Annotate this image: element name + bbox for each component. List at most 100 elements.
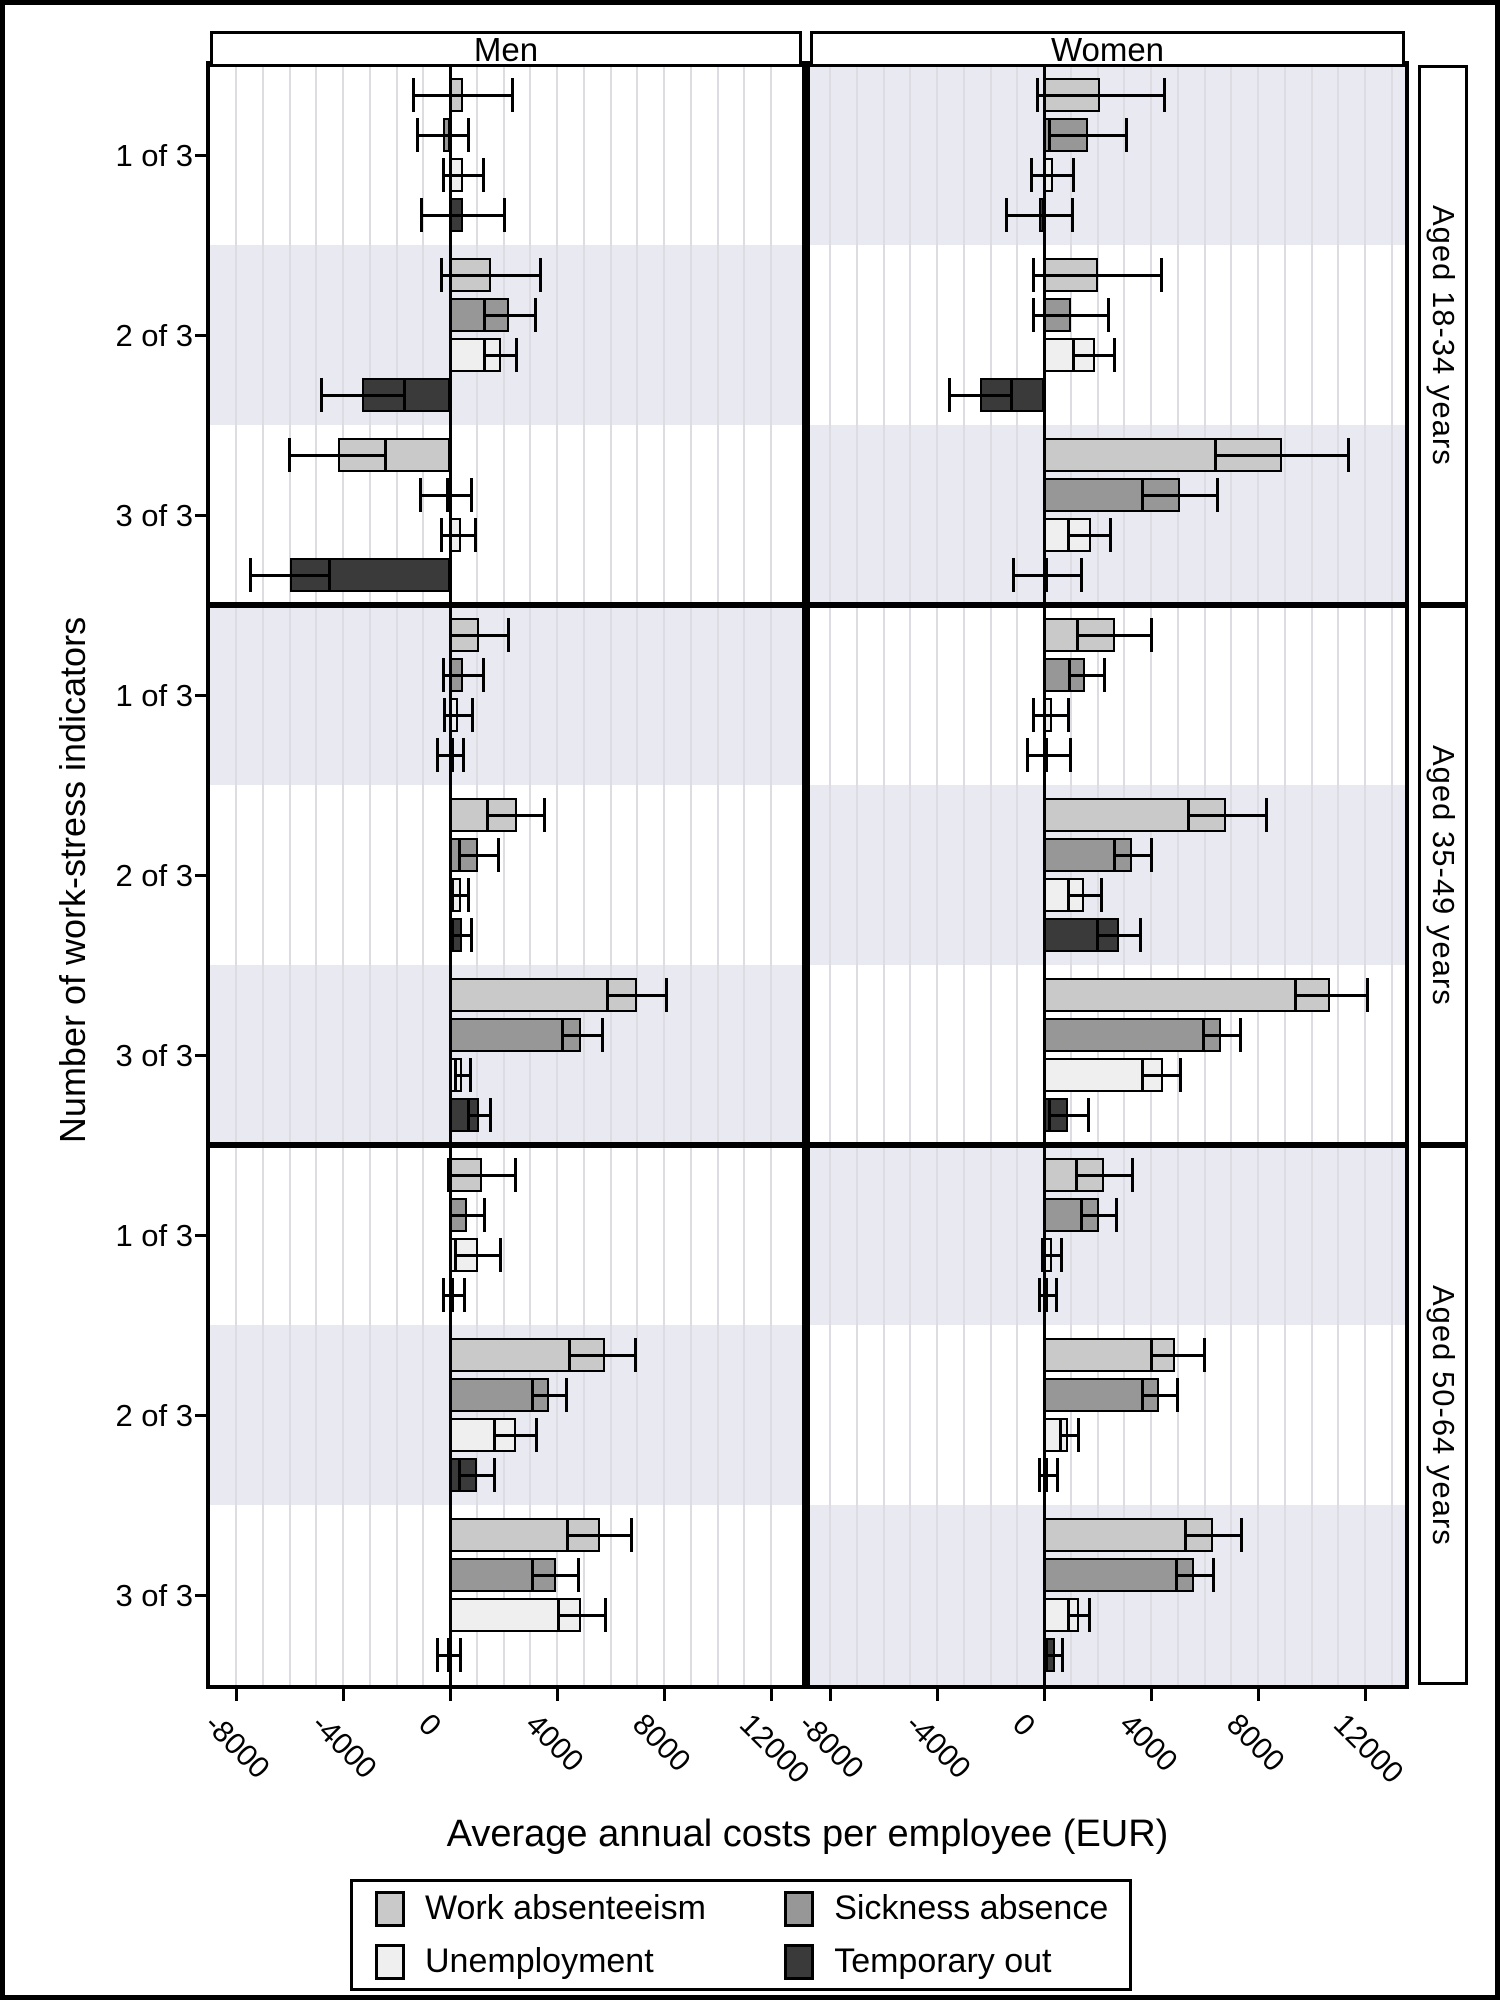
- error-bar-cap: [539, 258, 543, 292]
- error-bar-cap: [492, 1458, 496, 1492]
- error-bar: [441, 533, 476, 537]
- error-bar-cap: [461, 738, 465, 772]
- legend-swatch-work-absenteeism: [375, 1890, 405, 1927]
- gridline: [962, 65, 965, 1685]
- error-bar: [484, 353, 517, 357]
- x-tick-mark: [234, 1685, 238, 1701]
- facet-strip-label: Aged 50-64 years: [1426, 1284, 1461, 1546]
- x-tick-mark: [448, 1685, 452, 1701]
- panel-divider: [802, 65, 810, 1685]
- error-bar-cap: [603, 1598, 607, 1632]
- gridline: [609, 65, 612, 1685]
- error-bar-cap: [1149, 1338, 1153, 1372]
- error-bar: [1203, 1033, 1241, 1037]
- error-bar: [1039, 1293, 1057, 1297]
- error-bar-cap: [1031, 298, 1035, 332]
- error-bar: [443, 173, 484, 177]
- y-tick-mark: [195, 1233, 210, 1237]
- error-bar-cap: [947, 378, 951, 412]
- error-bar-cap: [443, 698, 447, 732]
- legend-label: Work absenteeism: [425, 1889, 706, 1927]
- x-tick-mark: [1256, 1685, 1260, 1701]
- error-bar-cap: [1087, 1598, 1091, 1632]
- error-bar-cap: [492, 1418, 496, 1452]
- x-tick-label: -4000: [305, 1707, 383, 1786]
- error-bar-cap: [469, 918, 473, 952]
- y-tick-mark: [195, 1413, 210, 1417]
- error-bar-cap: [469, 478, 473, 512]
- error-bar-cap: [483, 1198, 487, 1232]
- y-tick-mark: [195, 333, 210, 337]
- error-bar-cap: [1178, 1058, 1182, 1092]
- error-bar-cap: [531, 1558, 535, 1592]
- x-tick-mark: [1363, 1685, 1367, 1701]
- gridline: [422, 65, 425, 1685]
- facet-strip-aged-35-49: Aged 35-49 years: [1418, 605, 1468, 1145]
- error-bar-cap: [403, 378, 407, 412]
- error-bar: [1295, 993, 1368, 997]
- error-bar: [1142, 1393, 1178, 1397]
- error-bar: [1068, 1613, 1090, 1617]
- error-bar-cap: [1216, 478, 1220, 512]
- error-bar-cap: [1162, 78, 1166, 112]
- gridline: [636, 65, 639, 1685]
- error-bar-cap: [499, 1238, 503, 1272]
- x-tick-label: 4000: [1113, 1707, 1184, 1779]
- error-bar: [443, 673, 484, 677]
- error-bar-cap: [567, 1338, 571, 1372]
- error-bar-cap: [535, 1418, 539, 1452]
- error-bar-cap: [531, 1378, 535, 1412]
- error-bar: [1013, 573, 1082, 577]
- error-bar: [1049, 133, 1127, 137]
- error-bar-cap: [1102, 658, 1106, 692]
- error-bar-cap: [600, 1018, 604, 1052]
- error-bar: [949, 393, 1012, 397]
- error-bar: [1046, 1653, 1063, 1657]
- error-bar-cap: [463, 1278, 467, 1312]
- error-bar-cap: [485, 798, 489, 832]
- error-bar-cap: [1077, 1418, 1081, 1452]
- y-tick-mark: [195, 1053, 210, 1057]
- bar-sickness-absence: [450, 1018, 582, 1052]
- y-group-label: 2 of 3: [115, 858, 193, 893]
- error-bar: [417, 133, 469, 137]
- legend-label: Unemployment: [425, 1942, 654, 1980]
- gridline: [663, 65, 665, 1685]
- y-tick-mark: [195, 153, 210, 157]
- y-tick-mark: [195, 693, 210, 697]
- error-bar-cap: [1079, 1198, 1083, 1232]
- group-shading-band: [810, 65, 1405, 245]
- error-bar: [452, 933, 472, 937]
- error-bar: [1076, 1173, 1133, 1177]
- error-bar: [1073, 353, 1115, 357]
- error-bar: [455, 1253, 501, 1257]
- error-bar-cap: [634, 1338, 638, 1372]
- error-bar-cap: [453, 1238, 457, 1272]
- error-bar-cap: [1061, 1638, 1065, 1672]
- bar-sickness-absence: [1044, 1558, 1194, 1592]
- error-bar-cap: [1125, 118, 1129, 152]
- y-group-label: 3 of 3: [115, 1038, 193, 1073]
- facet-strip-label: Aged 18-34 years: [1426, 204, 1461, 466]
- gridline: [582, 65, 585, 1685]
- error-bar-cap: [473, 518, 477, 552]
- error-bar-cap: [441, 658, 445, 692]
- x-tick-label: -8000: [198, 1707, 276, 1786]
- error-bar: [532, 1393, 567, 1397]
- error-bar-cap: [556, 1598, 560, 1632]
- error-bar-cap: [412, 78, 416, 112]
- bar-work-absenteeism: [450, 978, 638, 1012]
- error-bar-cap: [440, 518, 444, 552]
- error-bar-cap: [576, 1558, 580, 1592]
- error-bar: [444, 713, 473, 717]
- error-bar-cap: [483, 298, 487, 332]
- error-bar: [448, 1173, 516, 1177]
- error-bar-cap: [1141, 1058, 1145, 1092]
- y-group-label: 3 of 3: [115, 1578, 193, 1613]
- legend-swatch-temporary-out: [784, 1943, 815, 1980]
- error-bar: [1033, 273, 1162, 277]
- panel-header-men-label: Men: [473, 30, 539, 68]
- error-bar: [1027, 753, 1071, 757]
- error-bar-cap: [1366, 978, 1370, 1012]
- error-bar: [1151, 1353, 1205, 1357]
